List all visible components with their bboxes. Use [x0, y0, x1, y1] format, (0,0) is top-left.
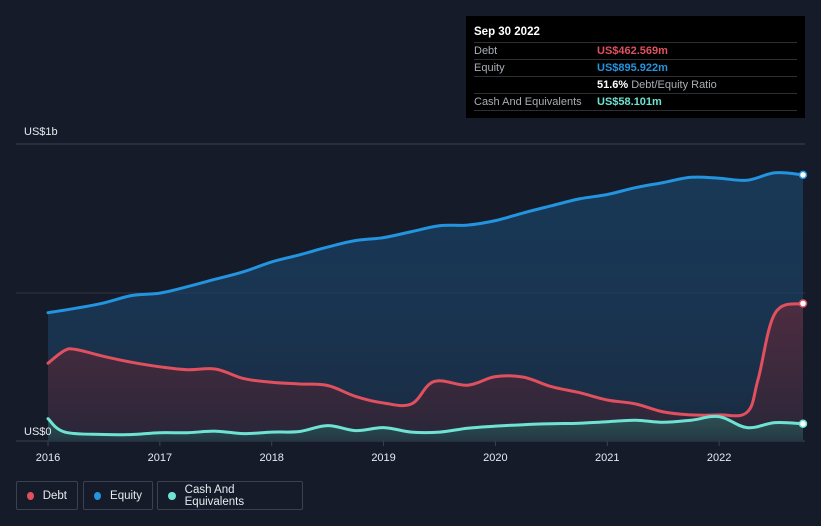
cash-dot-icon	[168, 491, 176, 500]
axes: US$1b US$0	[24, 126, 58, 438]
x-tick-label: 2018	[259, 452, 283, 464]
tooltip-ratio-label: Debt/Equity Ratio	[631, 79, 717, 91]
x-tick-label: 2022	[707, 452, 731, 464]
x-tick-label: 2017	[148, 452, 172, 464]
tooltip-debt-label: Debt	[474, 45, 498, 57]
legend-equity-label: Equity	[110, 489, 142, 502]
tooltip-cash-label: Cash And Equivalents	[474, 96, 582, 108]
debt-area	[48, 303, 803, 441]
series-end-markers	[798, 170, 808, 429]
tooltip-row-ratio: 51.6% Debt/Equity Ratio	[474, 76, 797, 93]
debt-line	[46, 302, 805, 418]
legend-cash-label: Cash And Equivalents	[184, 483, 245, 508]
tooltip-date: Sep 30 2022	[474, 26, 540, 38]
legend-item-debt[interactable]: Debt	[16, 481, 78, 510]
y-tick-label-zero: US$0	[24, 426, 52, 438]
series-lines	[46, 171, 805, 437]
debt-dot-icon	[27, 491, 34, 500]
x-tick-label: 2019	[371, 452, 395, 464]
equity-end-marker[interactable]	[798, 170, 808, 180]
tooltip-cash-value: US$58.101m	[597, 96, 662, 108]
cash-end-marker[interactable]	[798, 419, 808, 429]
equity-area	[48, 172, 803, 441]
legend-debt-label: Debt	[42, 489, 67, 502]
cash-line	[46, 414, 805, 437]
debt-end-marker[interactable]	[798, 299, 808, 308]
x-axis-ticks: 2016 2017 2018 2019 2020 2021 2022	[36, 441, 731, 464]
legend-item-cash[interactable]: Cash And Equivalents	[157, 481, 303, 510]
tooltip-ratio-value: 51.6%	[597, 79, 629, 91]
x-tick-label: 2020	[483, 452, 507, 464]
equity-line	[46, 171, 805, 315]
tooltip-row-debt: Debt US$462.569m	[474, 42, 797, 59]
legend-item-equity[interactable]: Equity	[83, 481, 153, 510]
tooltip-debt-value: US$462.569m	[597, 45, 668, 57]
series-areas	[48, 172, 803, 441]
tooltip-equity-label: Equity	[474, 62, 505, 74]
x-tick-label: 2021	[595, 452, 619, 464]
x-tick-label: 2016	[36, 452, 60, 464]
tooltip-row-equity: Equity US$895.922m	[474, 59, 797, 76]
data-tooltip: Sep 30 2022 Debt US$462.569m Equity US$8…	[466, 16, 805, 118]
tooltip-equity-value: US$895.922m	[597, 62, 668, 74]
tooltip-row-cash: Cash And Equivalents US$58.101m	[474, 93, 797, 111]
y-tick-label-top: US$1b	[24, 126, 58, 138]
equity-dot-icon	[94, 491, 102, 500]
